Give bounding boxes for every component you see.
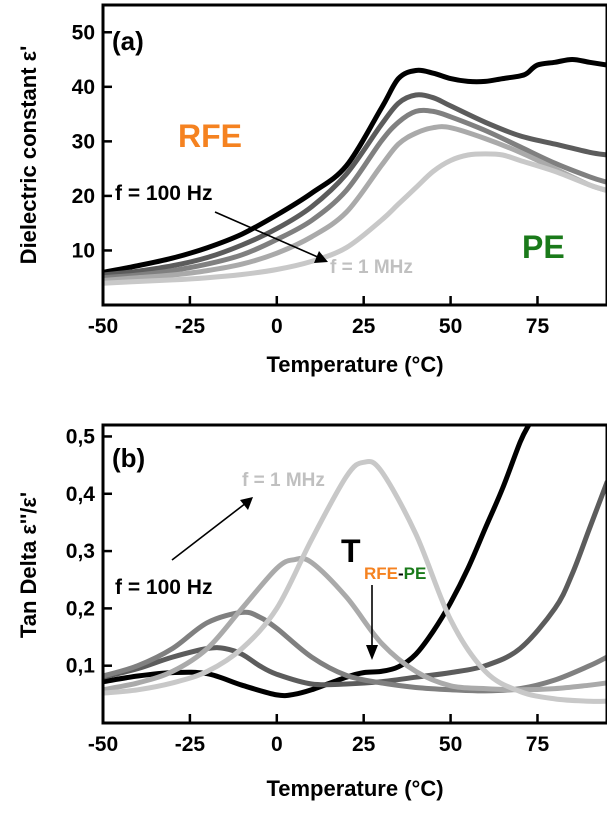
transition-subscript: RFE-PE — [364, 564, 426, 583]
transition-subscript-pe: PE — [404, 564, 427, 583]
y-tick-label: 0,5 — [66, 425, 96, 448]
transition-t-label: T — [341, 533, 361, 569]
panel-a-ticks: -50 -25 0 25 50 75 10 20 30 40 50 — [72, 21, 550, 338]
series-line-1 — [103, 57, 607, 275]
panel-a: -50 -25 0 25 50 75 10 20 30 40 50 (a) Temperature … — [16, 3, 607, 377]
x-tick-label: -50 — [88, 733, 118, 756]
y-tick-label: 30 — [72, 130, 95, 153]
x-tick-label: 25 — [352, 733, 376, 756]
transition-subscript-rfe: RFE — [364, 564, 398, 583]
panel-a-arrow-head — [314, 251, 328, 263]
x-tick-label: 0 — [271, 315, 283, 338]
panel-a-label: (a) — [112, 26, 144, 56]
series-line-2 — [103, 92, 607, 278]
panel-a-series-group — [103, 57, 607, 286]
panel-b-f-high-label: f = 1 MHz — [242, 470, 325, 491]
panel-a-frame — [101, 3, 607, 307]
series-line-4 — [103, 555, 607, 693]
rfe-label: RFE — [178, 118, 242, 154]
y-tick-label: 50 — [72, 21, 95, 44]
x-tick-label: 75 — [526, 315, 550, 338]
panel-b: -50 -25 0 25 50 75 0,1 0,2 0,3 0,4 0,5 (b) Tempera… — [16, 423, 607, 801]
transition-arrow-head — [366, 645, 378, 660]
x-tick-label: 50 — [439, 315, 462, 338]
panel-a-f-high-label: f = 1 MHz — [330, 257, 413, 278]
series-line-5 — [103, 458, 607, 704]
panel-b-series-group — [103, 425, 607, 704]
panel-a-f-low-label: f = 100 Hz — [115, 182, 212, 205]
x-tick-label: -25 — [175, 315, 206, 338]
panel-b-ticks: -50 -25 0 25 50 75 0,1 0,2 0,3 0,4 0,5 — [66, 425, 550, 756]
panel-b-label: (b) — [112, 443, 145, 473]
y-tick-label: 20 — [72, 185, 95, 208]
series-line-4 — [103, 124, 607, 283]
panel-b-arrow-head — [240, 497, 253, 510]
panel-b-f-low-label: f = 100 Hz — [115, 576, 212, 599]
panel-a-frequency-arrow — [214, 211, 321, 259]
transition-subscript-dash: - — [398, 564, 404, 583]
panel-b-frequency-arrow — [171, 502, 247, 561]
x-tick-label: -25 — [175, 733, 206, 756]
x-tick-label: 75 — [526, 733, 550, 756]
x-tick-label: 50 — [439, 733, 462, 756]
y-tick-label: 0,4 — [66, 483, 96, 506]
panel-b-ylabel: Tan Delta ε''/ε' — [16, 492, 41, 638]
series-line-5 — [103, 151, 607, 286]
x-tick-label: 25 — [352, 315, 376, 338]
pe-label: PE — [522, 229, 565, 265]
series-line-3 — [103, 609, 607, 694]
y-tick-label: 40 — [72, 76, 95, 99]
panel-a-xlabel: Temperature (°C) — [266, 352, 443, 377]
x-tick-label: 0 — [271, 733, 283, 756]
y-tick-label: 0,1 — [66, 655, 96, 678]
panel-b-frame — [101, 423, 607, 725]
panel-b-xlabel: Temperature (°C) — [266, 776, 443, 801]
y-tick-label: 0,3 — [66, 540, 95, 563]
y-tick-label: 0,2 — [66, 597, 95, 620]
series-line-1 — [103, 425, 532, 699]
series-line-3 — [103, 107, 607, 281]
panel-a-ylabel: Dielectric constant ε' — [16, 46, 41, 265]
y-tick-label: 10 — [72, 239, 95, 262]
x-tick-label: -50 — [88, 315, 118, 338]
